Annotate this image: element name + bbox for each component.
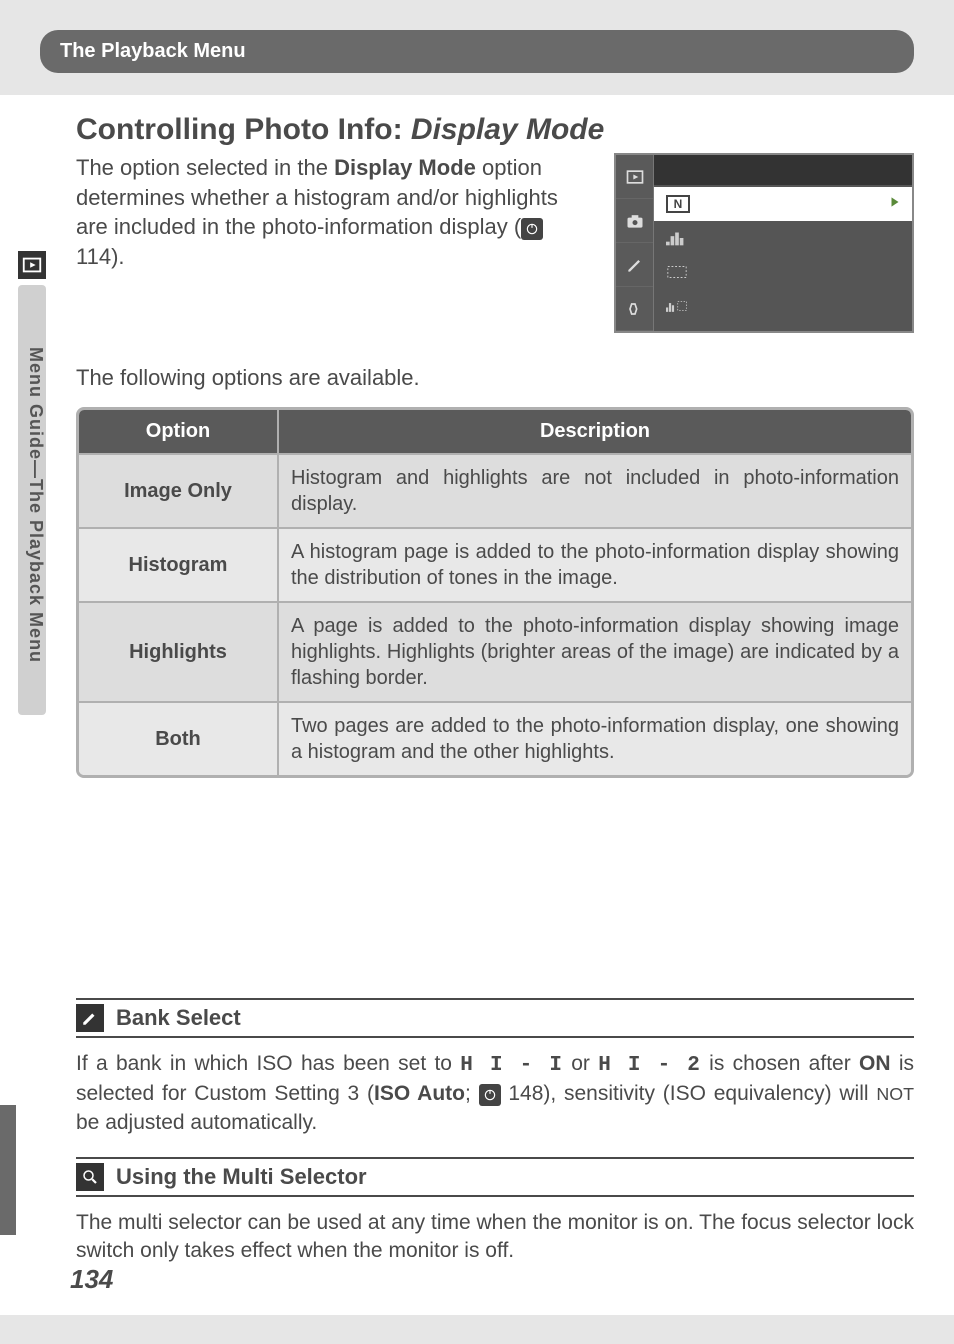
nb-p3: is chosen after: [701, 1052, 859, 1075]
nb-p6: be adjusted automatically.: [76, 1111, 317, 1134]
menu-tab-setup: [616, 287, 653, 331]
title-prefix: Controlling Photo Info:: [76, 113, 411, 146]
menu-option-image-only: N: [654, 187, 912, 221]
table-row: Highlights A page is added to the photo-…: [79, 601, 911, 701]
note-title: Bank Select: [116, 1005, 241, 1031]
nb-seg1: H I - I: [460, 1054, 563, 1077]
desc-cell: A histogram page is added to the photo-i…: [279, 527, 911, 601]
page-number: 134: [70, 1264, 113, 1295]
content-area: Menu Guide—The Playback Menu Controlling…: [0, 95, 954, 1315]
menu-option-histogram: [654, 221, 912, 255]
opt-cell: Image Only: [79, 453, 279, 527]
nb-ref: 148), sensitivity (ISO equivalency) will: [501, 1082, 877, 1105]
intro-p1: The option selected in the: [76, 155, 334, 180]
nb-p5: ;: [465, 1082, 479, 1105]
pencil-icon: [76, 1004, 104, 1032]
menu-top-bar: [654, 155, 912, 185]
opt-cell: Histogram: [79, 527, 279, 601]
nb-on: ON: [859, 1052, 891, 1075]
header-pill: The Playback Menu: [40, 30, 914, 73]
camera-menu-screenshot: N: [614, 153, 914, 333]
reference-icon: [521, 218, 543, 240]
table-row: Both Two pages are added to the photo-in…: [79, 701, 911, 775]
histogram-icon: [666, 230, 688, 246]
note-body: The multi selector can be used at any ti…: [76, 1197, 914, 1286]
options-table: Option Description Image Only Histogram …: [76, 407, 914, 778]
intro-ref: 114).: [76, 244, 125, 269]
menu-tab-pencil: [616, 243, 653, 287]
magnify-icon: [76, 1163, 104, 1191]
playback-icon: [18, 251, 46, 279]
menu-sidebar: [616, 155, 654, 331]
note-header: Using the Multi Selector: [76, 1157, 914, 1197]
menu-tab-playback: [616, 155, 653, 199]
nb-iso: ISO Auto: [374, 1082, 465, 1105]
note-bank-select: Bank Select If a bank in which ISO has b…: [76, 998, 914, 1157]
note-header: Bank Select: [76, 998, 914, 1038]
sidebar-tab: Menu Guide—The Playback Menu: [18, 285, 46, 715]
note-body: If a bank in which ISO has been set to H…: [76, 1038, 914, 1157]
arrow-right-icon: [888, 195, 902, 214]
nb-p2: or: [563, 1052, 598, 1075]
intro-row: The option selected in the Display Mode …: [76, 153, 914, 333]
note-multi-selector: Using the Multi Selector The multi selec…: [76, 1157, 914, 1286]
nb-p1: If a bank in which ISO has been set to: [76, 1052, 460, 1075]
nb-seg2: H I - 2: [598, 1054, 701, 1077]
header-title: The Playback Menu: [60, 40, 246, 62]
title-italic: Display Mode: [411, 113, 604, 146]
section-title: Controlling Photo Info: Display Mode: [76, 113, 914, 147]
desc-cell: A page is added to the photo-information…: [279, 601, 911, 701]
opt-cell: Highlights: [79, 601, 279, 701]
intro-text: The option selected in the Display Mode …: [76, 153, 594, 272]
note-title: Using the Multi Selector: [116, 1164, 367, 1190]
desc-cell: Two pages are added to the photo-informa…: [279, 701, 911, 775]
reference-icon: [479, 1084, 501, 1106]
table-header-row: Option Description: [79, 410, 911, 453]
menu-option-both: [654, 289, 912, 323]
image-only-n-icon: N: [666, 195, 690, 213]
main-body: Controlling Photo Info: Display Mode The…: [76, 113, 914, 1286]
desc-cell: Histogram and highlights are not include…: [279, 453, 911, 527]
intro-bold: Display Mode: [334, 155, 476, 180]
following-text: The following options are available.: [76, 365, 914, 391]
nb-not: NOT: [876, 1084, 914, 1104]
menu-tab-camera: [616, 199, 653, 243]
col-option: Option: [79, 410, 279, 453]
both-icon: [666, 298, 688, 314]
table-row: Image Only Histogram and highlights are …: [79, 453, 911, 527]
col-description: Description: [279, 410, 911, 453]
table-row: Histogram A histogram page is added to t…: [79, 527, 911, 601]
menu-options: N: [654, 187, 912, 331]
sidebar-label: Menu Guide—The Playback Menu: [26, 347, 46, 663]
menu-option-highlights: [654, 255, 912, 289]
opt-cell: Both: [79, 701, 279, 775]
accent-stripe: [0, 1105, 16, 1235]
highlights-icon: [666, 264, 688, 280]
